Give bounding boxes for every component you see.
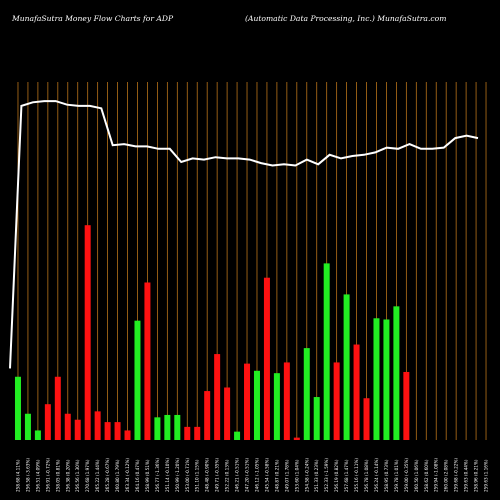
x-tick-label: 259.78 (1.01%): [394, 459, 399, 492]
x-tick-label: 248.87 (0.21%): [274, 459, 279, 492]
money-flow-bar: [263, 277, 270, 440]
x-tick-label: 247.20 (-0.51%): [245, 458, 250, 492]
x-tick-label: 256.77 (-1.36%): [155, 458, 160, 492]
x-tick-label: 258.99 (0.51%): [145, 459, 150, 492]
money-flow-bar: [14, 376, 21, 440]
x-tick-label: 252.33 (-1.59%): [324, 458, 329, 492]
money-flow-bar: [44, 404, 51, 440]
money-flow-bar: [224, 387, 231, 440]
money-flow-bar: [154, 417, 161, 440]
x-tick-label: 253.00 (-0.71%): [185, 458, 190, 492]
money-flow-bar: [204, 391, 211, 440]
x-tick-label: 259.00 (-0.35%): [404, 458, 409, 492]
money-flow-bar: [174, 414, 181, 440]
x-tick-label: 255.16 (-0.11%): [354, 458, 359, 492]
x-tick-label: 270.68 (1.97%): [85, 459, 90, 492]
money-flow-bar: [214, 354, 221, 440]
x-tick-label: 256.24 (-0.14%): [374, 458, 379, 492]
money-flow-bar: [363, 398, 370, 440]
money-flow-bar: [333, 362, 340, 440]
money-flow-bar: [54, 376, 61, 440]
money-flow-bar: [104, 422, 111, 440]
x-tick-label: 245.54 (-0.58%): [264, 458, 269, 492]
x-tick-label: 260.80 (1.79%): [115, 459, 120, 492]
money-flow-bar: [353, 344, 360, 440]
money-flow-bar: [194, 426, 201, 440]
x-tick-label: 249.71 (-0.35%): [215, 458, 220, 492]
x-tick-label: 260.00 (2.08%): [444, 459, 449, 492]
money-flow-bar: [283, 362, 290, 440]
money-flow-bar: [373, 318, 380, 440]
money-flow-bar: [253, 370, 260, 440]
money-flow-bar: [114, 422, 121, 440]
x-tick-label: 256.78 (1.08%): [364, 459, 369, 492]
x-tick-label: 251.14 (-0.10%): [165, 458, 170, 492]
x-tick-label: 249.07 (1.78%): [284, 459, 289, 492]
chart-title: MunafaSutra Money Flow Charts for ADP: [12, 14, 174, 23]
money-flow-bar: [234, 431, 241, 440]
money-flow-bar: [134, 320, 141, 440]
money-flow-bar: [124, 430, 131, 440]
x-tick-label: 246.21 (-0.51%): [235, 458, 240, 492]
money-flow-bar: [403, 371, 410, 440]
x-tick-label: 256.51 (4.09%): [35, 459, 40, 492]
x-tick-label: 250.99 (-1.20%): [175, 458, 180, 492]
money-flow-bar: [244, 363, 251, 440]
chart-subtitle: (Automatic Data Processing, Inc.) Munafa…: [245, 14, 447, 23]
x-tick-label: 248.48 (-0.90%): [205, 458, 210, 492]
x-tick-label: 256.56 (1.30%): [75, 459, 80, 492]
x-tick-label: 256.19 (0.82%): [334, 459, 339, 492]
x-tick-label: 265.28 (-0.67%): [105, 458, 110, 492]
x-tick-label: 258.96 (0.21%): [474, 459, 479, 492]
x-tick-label: 258.95 (0.73%): [384, 459, 389, 492]
x-tick-label: 258.05 (0.81%): [55, 459, 60, 492]
money-flow-bar: [74, 419, 81, 440]
x-tick-label: 256.58 (-3.63%): [25, 458, 30, 492]
money-flow-bar: [393, 306, 400, 440]
money-flow-bar: [164, 414, 171, 440]
money-flow-bar: [184, 426, 191, 440]
money-flow-bar: [64, 413, 71, 440]
money-flow-bars: [14, 225, 410, 440]
x-tick-label: 251.10 (1.15%): [195, 459, 200, 492]
x-tick-label: 264.16 (0.47%): [135, 459, 140, 492]
money-flow-bar: [383, 319, 390, 440]
money-flow-bar: [24, 413, 31, 440]
x-tick-label: 246.12 (-1.05%): [254, 458, 259, 492]
x-tick-label: 259.94 (-1.08%): [434, 458, 439, 492]
x-tick-label: 263.34 (-0.12%): [125, 458, 130, 492]
money-flow-bar: [303, 348, 310, 440]
money-flow-bar: [144, 282, 151, 440]
x-tick-labels: 258.68 (4.11%) 256.58 (-3.63%) 256.51 (4.0…: [15, 458, 488, 492]
money-flow-bar: [84, 225, 91, 440]
money-flow-bar: [313, 397, 320, 440]
money-flow-bar: [343, 294, 350, 440]
money-flow-bar: [34, 430, 41, 440]
x-tick-label: 254.58 (-0.24%): [304, 458, 309, 492]
x-tick-label: 258.68 (4.11%): [15, 459, 20, 492]
x-tick-label: 256.38 (0.20%): [65, 459, 70, 492]
x-tick-label: 265.22 (1.44%): [95, 459, 100, 492]
money-flow-bar: [293, 437, 300, 440]
x-tick-label: 256.91 (-0.72%): [45, 458, 50, 492]
money-flow-bar: [273, 373, 280, 440]
x-tick-label: 259.63 (1.16%): [484, 459, 489, 492]
money-flow-bar: [323, 263, 330, 440]
x-tick-label: 251.33 (0.23%): [314, 459, 319, 492]
price-line: [9, 100, 479, 369]
x-tick-label: 252.22 (0.13%): [225, 459, 230, 492]
x-tick-label: 259.63 (0.44%): [464, 459, 469, 492]
x-tick-label: 260.50 (1.06%): [414, 459, 419, 492]
x-tick-label: 257.68 (1.47%): [344, 459, 349, 492]
x-tick-label: 253.60 (1.04%): [294, 459, 299, 492]
x-tick-label: 258.62 (0.60%): [424, 459, 429, 492]
x-tick-label: 259.68 (-0.22%): [454, 458, 459, 492]
money-flow-bar: [94, 411, 101, 440]
